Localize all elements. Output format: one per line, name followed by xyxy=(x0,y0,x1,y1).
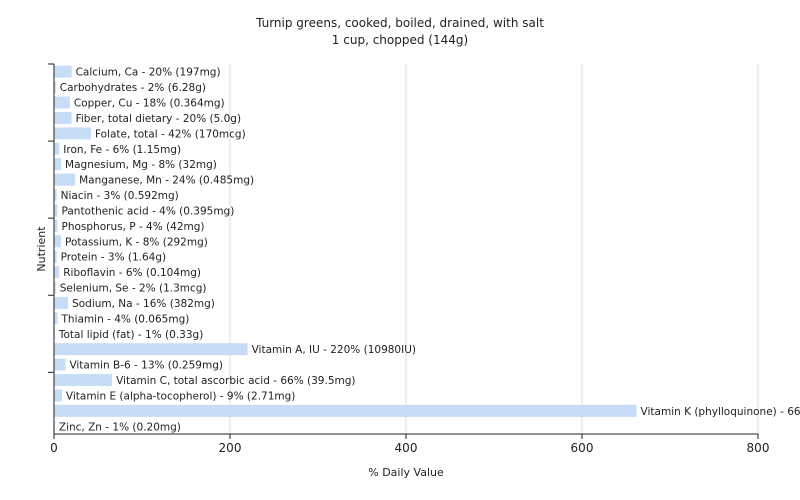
bar xyxy=(54,111,72,124)
bar-label: Manganese, Mn - 24% (0.485mg) xyxy=(79,175,254,187)
x-axis-ticks: 0 200 400 600 800 xyxy=(50,434,769,455)
bar xyxy=(54,296,69,309)
bar xyxy=(54,142,60,155)
bar-label: Potassium, K - 8% (292mg) xyxy=(65,236,208,248)
bar-label: Pantothenic acid - 4% (0.395mg) xyxy=(62,205,235,217)
bar xyxy=(54,65,72,78)
bars: Calcium, Ca - 20% (197mg) Carbohydrates -… xyxy=(54,65,800,433)
bar-label: Niacin - 3% (0.592mg) xyxy=(61,190,179,202)
bar-label: Copper, Cu - 18% (0.364mg) xyxy=(74,98,225,110)
bar-label: Folate, total - 42% (170mcg) xyxy=(95,128,246,140)
x-tick-label: 600 xyxy=(571,441,594,455)
x-tick-label: 400 xyxy=(395,441,418,455)
bar-label: Riboflavin - 6% (0.104mg) xyxy=(63,267,201,279)
bar xyxy=(54,404,637,417)
bar xyxy=(54,81,56,94)
bar-label: Carbohydrates - 2% (6.28g) xyxy=(60,82,206,94)
bar xyxy=(54,127,91,140)
bar-label: Zinc, Zn - 1% (0.20mg) xyxy=(59,421,181,433)
bar-label: Vitamin C, total ascorbic acid - 66% (39… xyxy=(116,375,355,387)
bar xyxy=(54,281,56,294)
bar xyxy=(54,189,57,202)
x-tick-label: 200 xyxy=(219,441,242,455)
bar xyxy=(54,219,58,232)
bar-label: Total lipid (fat) - 1% (0.33g) xyxy=(58,329,203,341)
bar-label: Calcium, Ca - 20% (197mg) xyxy=(76,67,221,79)
y-axis-label: Nutrient xyxy=(35,226,48,272)
bar-label: Selenium, Se - 2% (1.3mcg) xyxy=(60,283,207,295)
bar-label: Protein - 3% (1.64g) xyxy=(61,252,167,264)
bar-label: Fiber, total dietary - 20% (5.0g) xyxy=(76,113,241,125)
bar-label: Thiamin - 4% (0.065mg) xyxy=(61,313,190,325)
bar xyxy=(54,266,60,279)
bar-label: Vitamin E (alpha-tocopherol) - 9% (2.71m… xyxy=(66,390,295,402)
bar xyxy=(54,158,62,171)
x-axis-label: % Daily Value xyxy=(368,466,444,479)
bar-label: Vitamin B-6 - 13% (0.259mg) xyxy=(69,360,223,372)
bar xyxy=(54,204,58,217)
bar xyxy=(54,374,113,387)
chart-subtitle: 1 cup, chopped (144g) xyxy=(332,33,468,47)
grid-lines xyxy=(229,64,759,434)
bar xyxy=(54,173,76,186)
chart-title: Turnip greens, cooked, boiled, drained, … xyxy=(255,16,544,30)
bar-label: Sodium, Na - 16% (382mg) xyxy=(72,298,215,310)
bar-label: Phosphorus, P - 4% (42mg) xyxy=(62,221,205,233)
bar xyxy=(54,312,58,325)
bar-label: Iron, Fe - 6% (1.15mg) xyxy=(63,144,181,156)
bar xyxy=(54,358,66,371)
bar xyxy=(54,389,62,402)
bar xyxy=(54,343,248,356)
bar xyxy=(54,96,70,109)
bar-label: Vitamin A, IU - 220% (10980IU) xyxy=(252,344,416,356)
bar-label: Vitamin K (phylloquinone) - 662% (529.3m… xyxy=(641,406,800,418)
bar xyxy=(54,235,62,248)
x-tick-label: 0 xyxy=(50,441,58,455)
bar-label: Magnesium, Mg - 8% (32mg) xyxy=(65,159,217,171)
bar xyxy=(54,250,57,263)
x-tick-label: 800 xyxy=(747,441,770,455)
